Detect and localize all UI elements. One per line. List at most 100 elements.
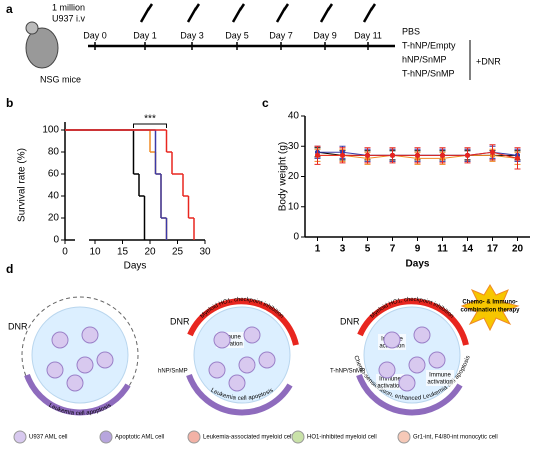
point	[490, 149, 495, 155]
panel-label: c	[262, 96, 269, 110]
x-tick-label: 1	[315, 244, 321, 255]
legend-label: PBS	[402, 26, 420, 36]
cell	[258, 351, 276, 369]
mouse-ear	[25, 21, 39, 35]
x-axis-title: Days	[124, 261, 147, 272]
drug: DNR	[340, 316, 360, 326]
syringe	[186, 3, 201, 23]
nanoparticle: hNP/SnMP	[158, 369, 188, 375]
legend-icon	[99, 430, 113, 444]
y-tick-label: 40	[288, 111, 300, 122]
burst-text: Chemo- & Immuno-	[462, 300, 517, 306]
y-tick-label: 30	[288, 141, 300, 152]
immune-text: activation	[427, 380, 452, 386]
x-tick-label: 0	[62, 247, 68, 258]
mouse-label: NSG mice	[40, 74, 81, 84]
x-tick-label: 11	[437, 244, 448, 255]
x-tick-label: 30	[199, 247, 211, 258]
point	[440, 152, 445, 158]
syringe	[139, 3, 154, 23]
day-label: Day 0	[83, 30, 107, 40]
y-tick-label: 20	[288, 171, 300, 182]
point	[415, 152, 420, 158]
y-tick-label: 20	[48, 213, 60, 224]
immune-text: Immune	[379, 377, 401, 383]
day-label: Day 11	[354, 30, 382, 40]
bracket	[133, 123, 167, 128]
x-tick-label: 3	[340, 244, 346, 255]
cell	[243, 326, 261, 344]
cell	[428, 351, 446, 369]
point	[365, 152, 370, 158]
x-tick-label: 10	[89, 247, 101, 258]
syringe	[362, 3, 377, 23]
combo: +DNR	[476, 56, 501, 66]
legend-label: Leukemia-associated myeloid cell	[203, 435, 293, 441]
cell	[413, 326, 431, 344]
day-label: Day 3	[180, 30, 204, 40]
cell	[238, 356, 256, 374]
legend-label: U937 AML cell	[29, 435, 67, 441]
immune-box	[426, 370, 454, 386]
legend-icon	[187, 430, 201, 444]
x-tick-label: 17	[487, 244, 499, 255]
cell	[46, 361, 64, 379]
legend-label: hNP/SnMP	[402, 54, 447, 64]
nanoparticle: T-hNP/SnMP	[330, 369, 365, 375]
legend-label: T-hNP/SnMP	[402, 68, 455, 78]
legend-label: Apoptotic AML cell	[115, 435, 164, 441]
legend-icon	[291, 430, 305, 444]
cell	[398, 374, 416, 392]
point	[515, 155, 520, 161]
inoculum: U937 i.v	[52, 13, 86, 23]
cell	[383, 331, 401, 349]
drug: DNR	[170, 316, 190, 326]
y-axis-title: Survival rate (%)	[17, 148, 28, 222]
annotation: ***	[144, 114, 156, 125]
x-tick-label: 5	[365, 244, 371, 255]
point	[390, 152, 395, 158]
immune-text: activation	[377, 384, 402, 390]
point	[315, 152, 320, 158]
x-tick-label: 20	[144, 247, 156, 258]
x-tick-label: 7	[390, 244, 396, 255]
cell	[96, 351, 114, 369]
x-tick-label: 15	[117, 247, 129, 258]
y-tick-label: 60	[48, 169, 60, 180]
day-label: Day 7	[269, 30, 293, 40]
y-axis-title: Body weight (g)	[278, 142, 289, 211]
day-label: Day 1	[133, 30, 157, 40]
legend-label: Gr1-int, F4/80-int monocytic cell	[413, 435, 498, 441]
panel-label: d	[6, 262, 13, 276]
cell	[51, 331, 69, 349]
point	[465, 152, 470, 158]
burst-text: combination therapy	[460, 308, 520, 314]
drug: DNR	[8, 321, 28, 331]
cell	[76, 356, 94, 374]
y-tick-label: 80	[48, 147, 60, 158]
x-tick-label: 14	[462, 244, 474, 255]
syringe	[319, 3, 334, 23]
syringe	[275, 3, 290, 23]
legend-label: HO1-inhibited myeloid cell	[307, 435, 377, 441]
cell	[81, 326, 99, 344]
panel-label: b	[6, 96, 13, 110]
panel-label: a	[6, 2, 13, 16]
y-tick-label: 100	[42, 125, 59, 136]
immune-box	[376, 374, 404, 390]
immune-text: activation	[217, 342, 242, 348]
x-tick-label: 20	[512, 244, 524, 255]
immune-text: Immune	[219, 335, 241, 341]
y-tick-label: 0	[293, 232, 299, 243]
cell	[228, 374, 246, 392]
legend-icon	[397, 430, 411, 444]
x-tick-label: 25	[172, 247, 184, 258]
cell	[408, 356, 426, 374]
y-tick-label: 0	[53, 235, 59, 246]
cell	[213, 331, 231, 349]
cell	[66, 374, 84, 392]
syringe	[231, 3, 246, 23]
day-label: Day 5	[225, 30, 249, 40]
legend-label: T-hNP/Empty	[402, 40, 456, 50]
